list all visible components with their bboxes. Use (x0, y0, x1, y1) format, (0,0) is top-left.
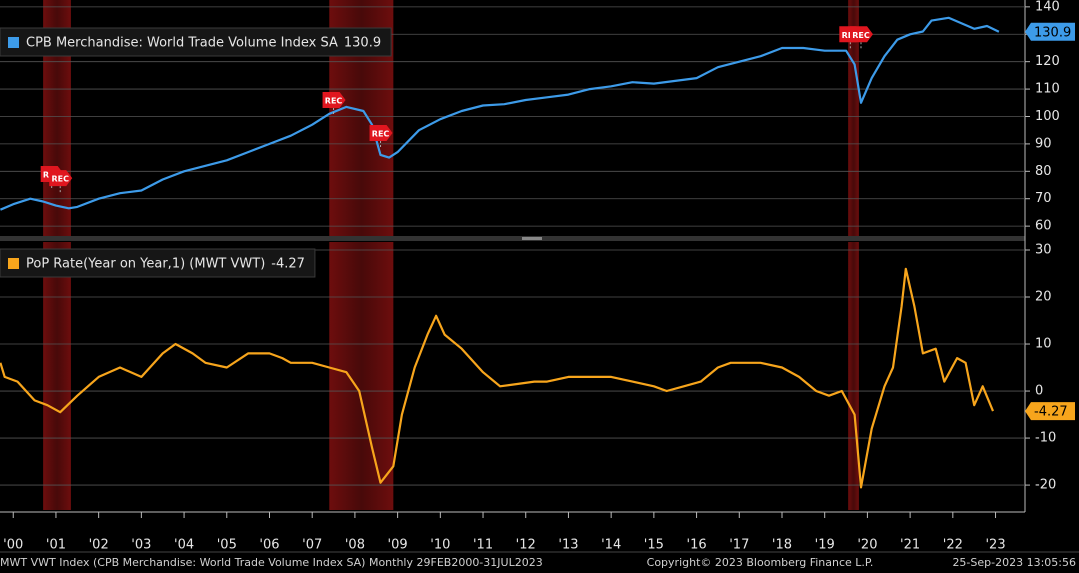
x-tick-label: '19 (815, 538, 835, 553)
x-tick-label: '02 (89, 538, 109, 553)
y-tick-label: 120 (1035, 54, 1060, 69)
recession-shade (329, 242, 394, 510)
recession-shade (848, 242, 859, 510)
x-tick-label: '22 (943, 538, 963, 553)
annotation-marker (850, 26, 873, 43)
last-value-label: 130.9 (1034, 25, 1071, 40)
series-line (0, 267, 995, 489)
y-tick-label: 30 (1035, 242, 1052, 257)
legend-box (0, 248, 316, 278)
x-tick-label: '12 (516, 538, 536, 553)
y-tick-label: -10 (1035, 431, 1056, 446)
x-tick-label: '11 (473, 538, 493, 553)
x-tick-label: '20 (857, 538, 877, 553)
last-value-box (1025, 402, 1075, 421)
x-tick-label: '16 (687, 538, 707, 553)
y-tick-label: 20 (1035, 290, 1052, 305)
last-value-label: -4.27 (1034, 405, 1068, 420)
x-tick-label: '15 (644, 538, 664, 553)
divider-handle (522, 237, 542, 240)
annotation-marker (322, 92, 346, 109)
y-tick-label: 110 (1035, 82, 1060, 97)
annotation-marker (369, 124, 393, 141)
y-tick-label: 10 (1035, 337, 1052, 352)
annotation-label: REC (51, 175, 69, 184)
legend-name: PoP Rate(Year on Year,1) (MWT VWT) (26, 257, 265, 272)
x-tick-label: '21 (900, 538, 920, 553)
legend-value: -4.27 (271, 257, 305, 272)
series-line (0, 16, 1000, 211)
legend: PoP Rate(Year on Year,1) (MWT VWT) -4.27 (0, 248, 316, 278)
footer-left: MWT VWT Index (CPB Merchandise: World Tr… (0, 556, 543, 569)
panel-divider (0, 236, 1025, 241)
annotation-marker (49, 170, 73, 187)
y-tick-label: 60 (1035, 219, 1052, 234)
y-tick-label: 70 (1035, 191, 1052, 206)
legend-name: CPB Merchandise: World Trade Volume Inde… (26, 36, 338, 51)
y-tick-label: 100 (1035, 109, 1060, 124)
legend: CPB Merchandise: World Trade Volume Inde… (0, 27, 392, 57)
panel (0, 242, 1025, 510)
legend-swatch (8, 258, 19, 269)
x-tick-label: '14 (601, 538, 621, 553)
footer-center: Copyright© 2023 Bloomberg Finance L.P. (647, 556, 874, 569)
recession-shade (848, 0, 859, 236)
annotation-label: REC (372, 129, 390, 138)
x-tick-label: '06 (259, 538, 279, 553)
last-value-box (1025, 22, 1075, 41)
x-tick-label: '00 (3, 538, 23, 553)
x-tick-label: '17 (729, 538, 749, 553)
y-tick-label: -20 (1035, 478, 1056, 493)
annotation-label: REC (325, 97, 343, 106)
annotation-label: REC (852, 31, 870, 40)
x-tick-label: '09 (388, 538, 408, 553)
y-tick-label: 90 (1035, 136, 1052, 151)
y-tick-label: 0 (1035, 384, 1043, 399)
legend-box (0, 27, 392, 57)
x-tick-label: '23 (985, 538, 1005, 553)
x-tick-label: '01 (46, 538, 66, 553)
recession-shade (43, 242, 71, 510)
x-tick-label: '18 (772, 538, 792, 553)
x-tick-label: '03 (131, 538, 151, 553)
x-tick-label: '07 (302, 538, 322, 553)
legend-swatch (8, 37, 19, 48)
footer-right: 25-Sep-2023 13:05:56 (952, 556, 1076, 569)
y-tick-label: 140 (1035, 0, 1060, 14)
x-tick-label: '05 (217, 538, 237, 553)
x-tick-label: '08 (345, 538, 365, 553)
x-tick-label: '13 (558, 538, 578, 553)
legend-value: 130.9 (344, 36, 381, 51)
y-tick-label: 80 (1035, 164, 1052, 179)
x-tick-label: '04 (174, 538, 194, 553)
x-tick-label: '10 (430, 538, 450, 553)
